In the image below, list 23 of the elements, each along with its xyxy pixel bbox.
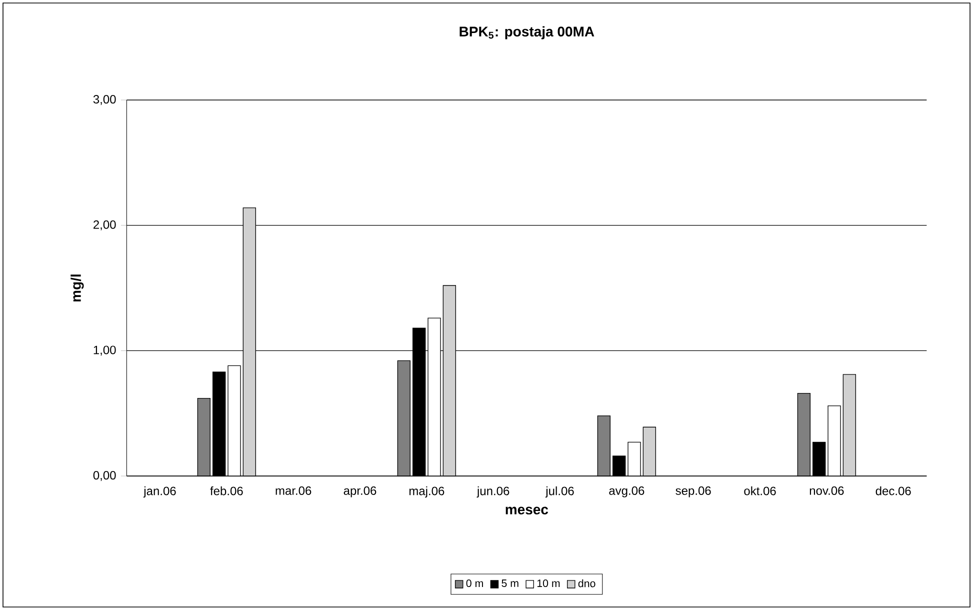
x-tick-label: avg.06 — [609, 486, 644, 498]
x-tick-label: jan.06 — [143, 486, 176, 498]
x-tick-label: apr.06 — [344, 486, 376, 498]
x-tick-label: okt.06 — [744, 486, 776, 496]
x-tick-label: maj.06 — [409, 486, 444, 498]
chart-title: BPK$_{5}$: postaja 00MA — [460, 26, 594, 40]
y-tick-label: 2,00 — [94, 220, 116, 230]
x-tick-label: jul.06 — [545, 486, 574, 498]
y-tick-label: 3,00 — [93, 95, 116, 105]
y-axis-title: mg/l — [70, 274, 84, 302]
legend-label: 5 m — [502, 580, 518, 587]
x-tick-label: feb.06 — [210, 486, 243, 496]
x-tick-label: nov.06 — [810, 486, 844, 495]
x-tick-label: mar.06 — [276, 486, 312, 495]
x-tick-label: sep.06 — [676, 486, 711, 498]
legend-label: 0 m — [466, 580, 483, 588]
y-tick-label: 0,00 — [93, 471, 116, 481]
x-tick-label: dec.06 — [876, 486, 911, 496]
y-tick-label: 1,00 — [94, 346, 116, 356]
x-tick-label: jun.06 — [476, 486, 510, 498]
x-axis-title: mesec — [506, 506, 548, 514]
legend-label: dno — [578, 579, 596, 588]
legend-label: 10 m — [537, 580, 560, 588]
